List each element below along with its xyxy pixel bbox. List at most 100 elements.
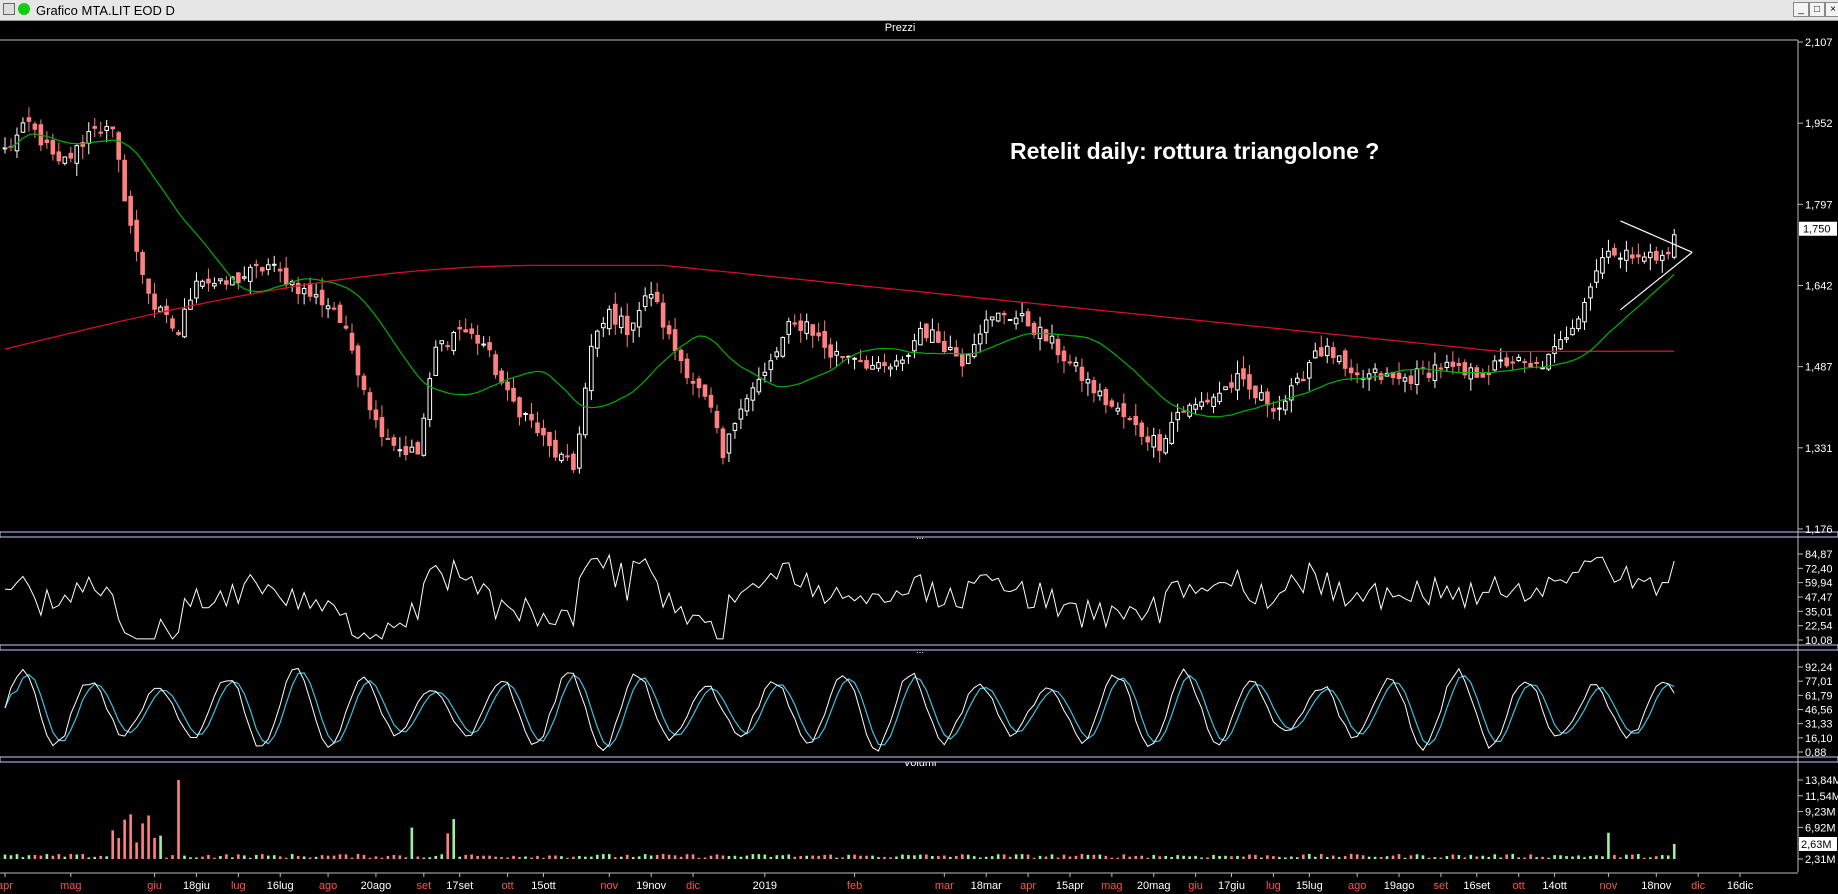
volume-bar <box>1499 857 1503 859</box>
candle-body <box>720 428 726 458</box>
last-volume-label: 2,63M <box>1801 839 1832 851</box>
volume-bar <box>141 823 144 859</box>
candle-body <box>1342 350 1348 369</box>
volume-bar <box>990 856 994 859</box>
volume-bar <box>428 857 432 859</box>
volume-bar <box>1505 854 1509 859</box>
volume-bar <box>901 854 904 859</box>
volume-bar <box>1182 855 1185 859</box>
volume-bar <box>524 856 527 859</box>
volume-bar <box>769 857 773 859</box>
stoch-tick-label: 31,33 <box>1805 719 1833 731</box>
x-axis-label: ago <box>1348 880 1366 892</box>
volume-bar <box>15 854 19 859</box>
volume-bar <box>943 855 946 859</box>
last-volume-badge <box>1799 836 1837 851</box>
candle-body <box>116 132 121 160</box>
candle-body <box>1522 361 1527 364</box>
volume-bar <box>332 855 336 859</box>
candle-body <box>1175 411 1180 421</box>
volume-bar <box>1080 853 1084 859</box>
window-title: Grafico MTA.LIT EOD D <box>36 3 175 18</box>
volume-bar <box>560 856 563 859</box>
maximize-button[interactable]: □ <box>1809 2 1825 17</box>
candle-body <box>134 219 139 252</box>
candle-body <box>959 354 965 367</box>
candle-body <box>900 359 905 364</box>
candle-body <box>463 329 468 333</box>
candle-body <box>1665 251 1671 255</box>
volume-bar <box>1619 857 1622 859</box>
volume-bar <box>536 855 539 859</box>
candle-body <box>259 267 265 272</box>
candle-body <box>965 354 971 364</box>
volume-bar <box>1020 854 1024 859</box>
volume-bar <box>237 854 240 859</box>
candle-body <box>1624 249 1629 261</box>
candle-body <box>295 282 301 295</box>
x-axis-label: ott <box>1513 880 1525 892</box>
volume-bar <box>3 854 7 859</box>
candle-body <box>876 362 881 369</box>
chart-area[interactable]: 2,107 1,952 1,797 1,642 1,487 1,331 1,176 84,87… <box>0 21 1838 894</box>
candle-body <box>277 268 283 272</box>
volume-bar <box>913 855 916 859</box>
volume-bar <box>949 856 952 859</box>
volume-bar <box>344 854 348 859</box>
candle-body <box>953 347 959 357</box>
x-axis-label: giu <box>147 880 162 892</box>
price-tick-label: 1,487 <box>1805 362 1833 374</box>
volume-bar <box>177 780 180 859</box>
volume-bar <box>243 855 246 859</box>
candle-body <box>1217 392 1222 403</box>
close-button[interactable]: × <box>1825 2 1838 17</box>
volume-bar <box>1301 854 1305 859</box>
volume-bar <box>1068 856 1072 859</box>
candle-body <box>1372 368 1378 373</box>
candle-body <box>1671 234 1677 258</box>
volume-bar <box>362 854 366 859</box>
candle-body <box>128 195 133 226</box>
volume-bar <box>960 854 964 859</box>
x-axis-label: apr <box>1020 880 1036 892</box>
volume-bar <box>1379 857 1383 859</box>
candle-body <box>1378 373 1384 381</box>
volume-bar <box>643 854 647 859</box>
volume-bar <box>1296 857 1299 859</box>
candle-body <box>1552 346 1557 354</box>
volume-bar <box>135 842 138 859</box>
volume-bar <box>1559 855 1562 859</box>
candle-body <box>236 272 241 284</box>
minimize-button[interactable]: _ <box>1793 2 1809 17</box>
volume-bar <box>907 855 910 859</box>
candle-body <box>1504 357 1510 367</box>
candle-body <box>1564 337 1569 340</box>
candle-body <box>828 344 833 358</box>
volume-bar <box>871 855 874 859</box>
candle-body <box>1558 339 1563 350</box>
volume-bar <box>1098 854 1102 859</box>
volume-bar <box>368 857 372 859</box>
candle-body <box>1498 359 1504 362</box>
candle-body <box>906 354 911 357</box>
candle-body <box>445 345 451 348</box>
volume-bar <box>739 856 743 859</box>
volume-bar <box>1116 857 1120 859</box>
x-axis-label: ott <box>501 880 513 892</box>
x-axis-label: set <box>416 880 431 892</box>
candle-body <box>600 323 606 329</box>
candle-body <box>666 325 672 335</box>
candle-body <box>1630 254 1635 259</box>
volume-bar <box>1397 854 1401 859</box>
volume-bar <box>1044 856 1048 859</box>
price-tick-label: 1,642 <box>1805 281 1833 293</box>
window-menu-icon[interactable] <box>3 3 15 15</box>
volume-bar <box>1445 856 1449 859</box>
volume-bar <box>1074 855 1078 859</box>
volume-bar <box>1307 853 1311 859</box>
volume-bar <box>380 857 384 859</box>
stoch-tick-label: 92,24 <box>1805 662 1833 674</box>
volume-bar <box>123 819 126 859</box>
volume-bar <box>972 856 976 859</box>
volume-bar <box>883 856 886 859</box>
